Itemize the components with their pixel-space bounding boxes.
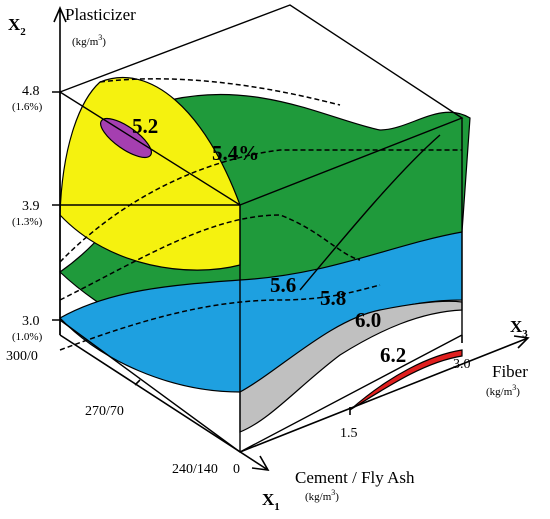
axis-subscript: 1 xyxy=(274,501,280,513)
tick-label: 0 xyxy=(233,462,240,477)
axis-symbol: X xyxy=(262,490,275,509)
tick-label: 4.8 xyxy=(22,84,40,99)
tick-sublabel: (1.6%) xyxy=(12,101,43,113)
axis-symbol: X xyxy=(510,317,523,336)
surface-label: 5.6 xyxy=(270,273,296,297)
surface-label: 6.2 xyxy=(380,343,406,367)
tick-sublabel: (1.3%) xyxy=(12,216,43,228)
unit: (kg/m xyxy=(72,36,99,48)
unit-sup: 3 xyxy=(98,33,102,42)
region-5-2 xyxy=(100,117,152,159)
tick-label: 3.0 xyxy=(453,357,471,372)
unit-end: ) xyxy=(335,491,339,503)
surface-label: 5.8 xyxy=(320,286,346,310)
x2-axis xyxy=(53,5,67,335)
contour xyxy=(99,78,341,106)
surface-label: 5.2 xyxy=(132,114,158,138)
axis-subscript: 3 xyxy=(522,328,528,340)
x3-name: X3 xyxy=(510,317,528,340)
contour xyxy=(299,134,441,291)
tick-label: 270/70 xyxy=(85,404,124,419)
x2-name: X2 xyxy=(8,15,26,38)
x2-unit: (kg/m3) xyxy=(72,33,106,48)
tick-label: 300/0 xyxy=(6,349,38,364)
axis-symbol: X xyxy=(8,15,21,34)
x1-axis xyxy=(59,334,270,471)
surface-6-2 xyxy=(349,349,463,411)
unit-sup: 3 xyxy=(512,383,516,392)
x3-unit: (kg/m3) xyxy=(486,383,520,398)
contour xyxy=(59,284,381,351)
unit-end: ) xyxy=(516,386,520,398)
tick-label: 3.9 xyxy=(22,199,40,214)
contour xyxy=(59,149,462,263)
tick-sublabel: (1.0%) xyxy=(12,331,43,343)
x1-unit: (kg/m3) xyxy=(305,488,339,503)
tick-label: 3.0 xyxy=(22,314,40,329)
tick-label: 1.5 xyxy=(340,426,358,441)
unit-sup: 3 xyxy=(331,488,335,497)
contour xyxy=(59,214,361,301)
unit: (kg/m xyxy=(486,386,513,398)
x1-title: Cement / Fly Ash xyxy=(295,468,415,487)
surface-label: 5.4% xyxy=(212,141,259,165)
axis-subscript: 2 xyxy=(20,26,26,38)
x2-title: Plasticizer xyxy=(65,5,136,24)
tick-label: 240/140 xyxy=(172,462,218,477)
surface-label: 6.0 xyxy=(355,308,381,332)
tick xyxy=(52,91,463,415)
x3-axis xyxy=(239,335,530,453)
x3-title: Fiber xyxy=(492,362,528,381)
unit: (kg/m xyxy=(305,491,332,503)
unit-end: ) xyxy=(102,36,106,48)
x1-name: X1 xyxy=(262,490,280,513)
